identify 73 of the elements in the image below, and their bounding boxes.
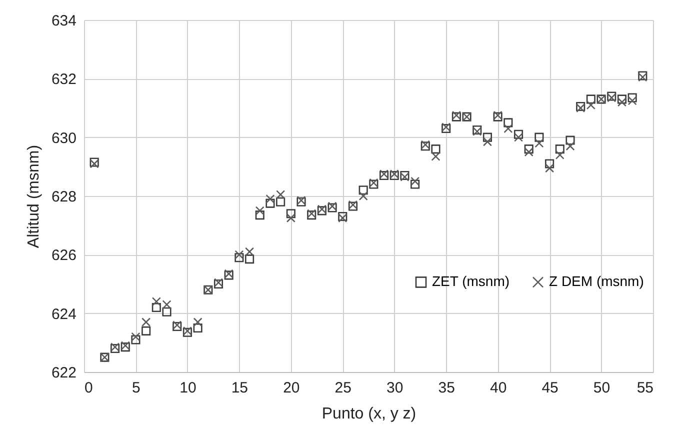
y-tick-label: 624 xyxy=(51,306,76,323)
point xyxy=(234,250,244,260)
x-tick-label: 15 xyxy=(231,380,248,396)
point xyxy=(628,93,637,102)
point xyxy=(266,194,275,204)
x-tick-label: 20 xyxy=(283,380,300,396)
y-axis-title: Altitud (msnm) xyxy=(25,144,42,248)
point xyxy=(286,209,296,218)
x-tick-label: 40 xyxy=(490,380,507,396)
point xyxy=(534,138,544,148)
point xyxy=(358,191,368,201)
point xyxy=(245,254,254,264)
y-tick-label: 634 xyxy=(51,12,76,30)
point xyxy=(255,206,264,216)
point xyxy=(142,326,151,336)
point xyxy=(514,130,524,139)
point xyxy=(431,144,440,154)
point xyxy=(193,323,202,333)
point xyxy=(555,150,564,160)
x-tick-label: 45 xyxy=(542,380,558,396)
point xyxy=(617,94,626,104)
point xyxy=(431,152,440,161)
point xyxy=(266,198,275,208)
point xyxy=(193,318,202,327)
point xyxy=(524,147,534,157)
y-tick-label: 628 xyxy=(51,188,76,206)
point xyxy=(504,118,513,128)
point xyxy=(545,164,554,173)
point xyxy=(566,142,575,151)
point xyxy=(524,144,534,154)
legend-label: ZET (msnm) xyxy=(432,273,510,290)
point xyxy=(131,335,140,344)
x-tick-label: 55 xyxy=(636,380,654,396)
point xyxy=(255,210,264,220)
point xyxy=(555,144,564,154)
point xyxy=(152,297,161,306)
x-tick-label: 10 xyxy=(180,380,196,396)
x-tick-label: 25 xyxy=(334,380,352,396)
point xyxy=(482,132,492,142)
legend-label: Z DEM (msnm) xyxy=(549,273,644,290)
point xyxy=(162,307,172,316)
y-tick-label: 630 xyxy=(51,130,76,147)
point xyxy=(514,132,524,142)
point xyxy=(152,302,161,312)
point xyxy=(504,124,513,134)
point xyxy=(234,253,244,262)
y-tick-label: 632 xyxy=(51,71,76,88)
point xyxy=(586,100,596,110)
x-tick-label: 50 xyxy=(593,380,610,396)
point xyxy=(586,94,596,104)
x-tick-label: 5 xyxy=(132,380,140,396)
point xyxy=(142,318,151,327)
point xyxy=(617,98,626,107)
x-tick-label: 0 xyxy=(84,380,93,396)
point xyxy=(482,137,492,146)
point xyxy=(358,186,368,195)
point xyxy=(162,300,172,310)
x-tick-label: 30 xyxy=(386,380,404,396)
point xyxy=(534,132,544,142)
point xyxy=(566,136,575,145)
x-tick-label: 35 xyxy=(438,380,455,396)
point xyxy=(276,197,286,206)
point xyxy=(545,159,554,168)
point xyxy=(276,190,286,200)
point xyxy=(628,96,637,106)
y-tick-label: 622 xyxy=(51,364,76,382)
x-axis-title: Punto (x, y z) xyxy=(322,406,416,422)
point xyxy=(286,213,296,223)
point xyxy=(131,332,140,342)
point xyxy=(245,247,254,256)
point xyxy=(410,176,420,186)
y-tick-label: 626 xyxy=(51,247,76,264)
point xyxy=(410,180,420,189)
